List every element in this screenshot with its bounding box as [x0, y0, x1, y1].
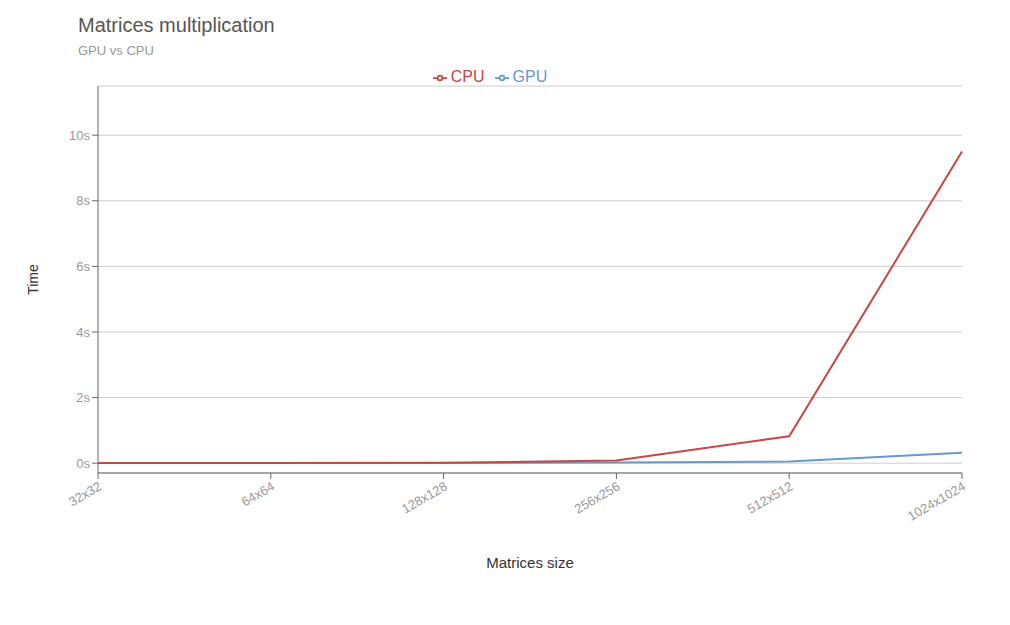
svg-text:Matrices size: Matrices size — [486, 554, 574, 571]
html-text:CPU: CPU — [450, 68, 485, 85]
svg-text:10s: 10s — [69, 128, 90, 143]
svg-text:256x256: 256x256 — [572, 479, 623, 517]
svg-text:32x32: 32x32 — [66, 479, 104, 510]
svg-text:128x128: 128x128 — [399, 479, 450, 517]
svg-text:6s: 6s — [76, 259, 90, 274]
svg-text:Time: Time — [25, 264, 41, 295]
html-text:Matrices multiplication: Matrices multiplication — [78, 14, 275, 36]
html-text:GPU: GPU — [512, 68, 548, 85]
svg-text:64x64: 64x64 — [239, 479, 277, 510]
svg-text:0s: 0s — [76, 456, 90, 471]
svg-text:512x512: 512x512 — [745, 479, 796, 517]
html-text:GPU vs CPU: GPU vs CPU — [78, 43, 154, 58]
svg-text:8s: 8s — [76, 193, 90, 208]
svg-text:2s: 2s — [76, 390, 90, 405]
svg-text:4s: 4s — [76, 325, 90, 340]
svg-text:1024x1024: 1024x1024 — [905, 479, 968, 524]
